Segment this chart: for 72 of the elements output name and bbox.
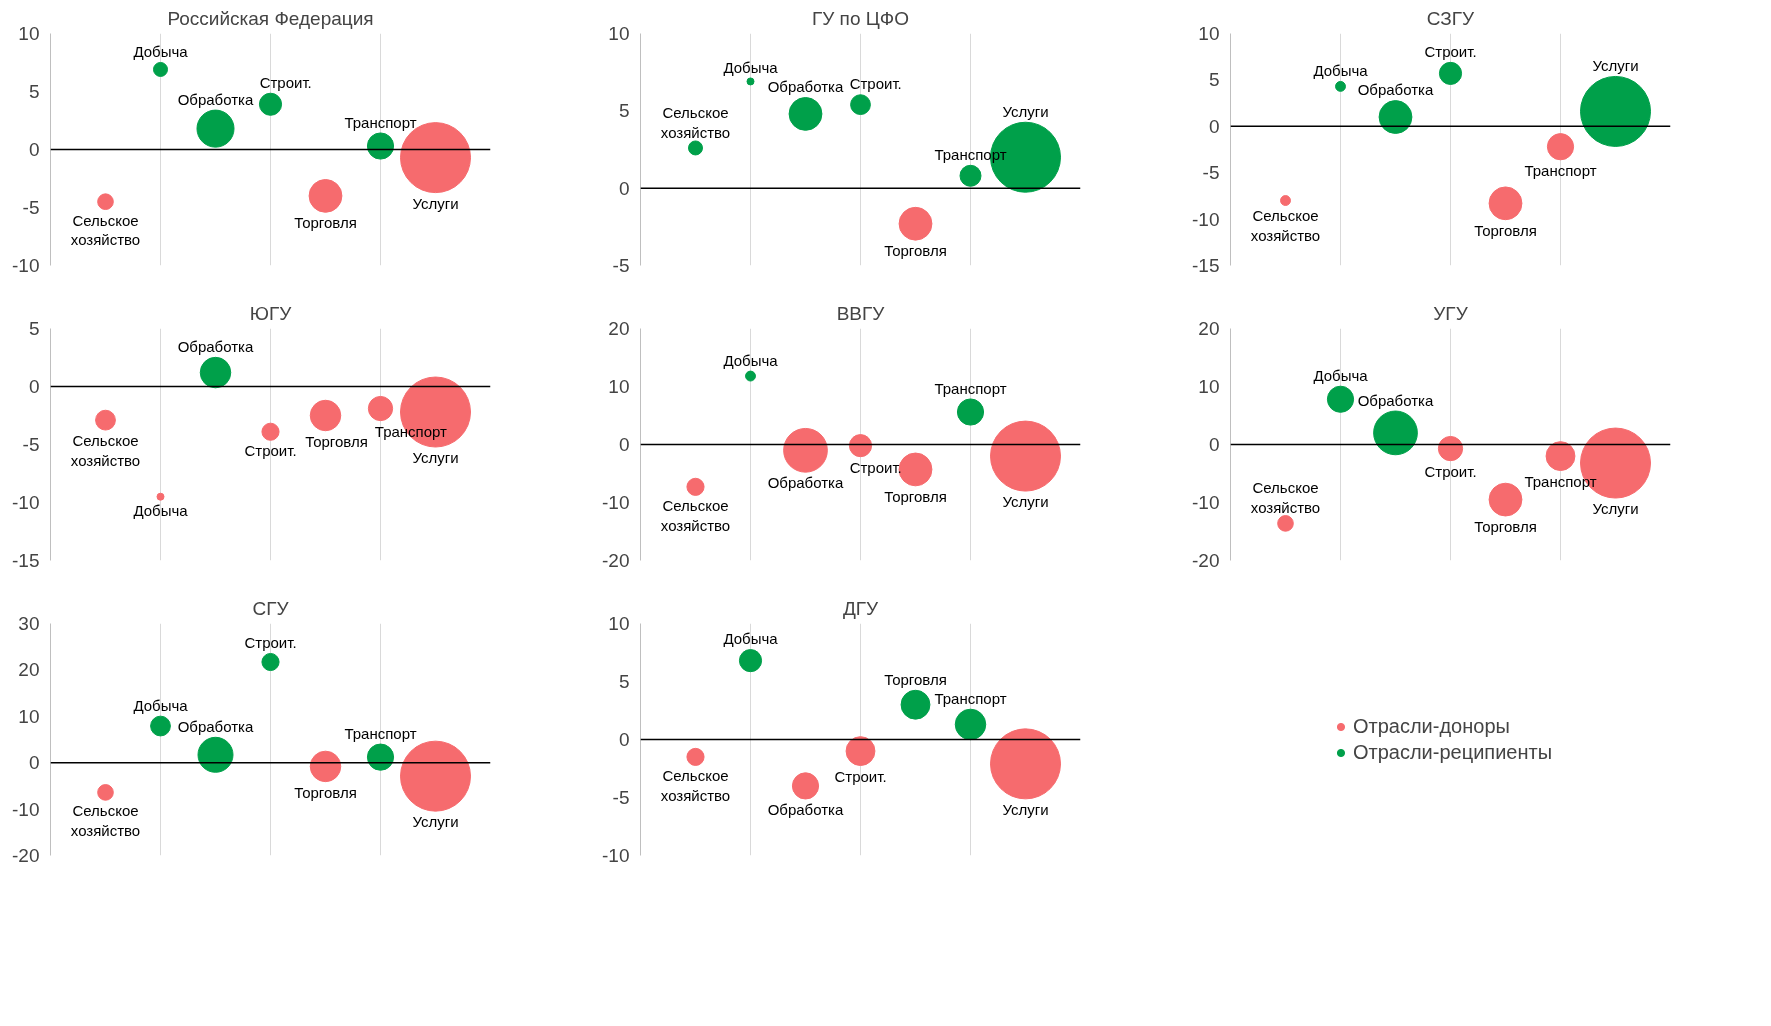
y-tick-label: 10: [608, 23, 630, 44]
x-tick-label: Сельское хозяйство: [70, 211, 141, 249]
x-tick-label: Сельское хозяйство: [1250, 207, 1321, 245]
y-tick-label: 5: [618, 671, 630, 692]
x-tick-label: Обработка: [1357, 81, 1434, 99]
y-tick-label: -5: [22, 197, 40, 218]
y-tick-label: 10: [1198, 376, 1220, 397]
y-tick-label: 5: [618, 100, 630, 122]
chart-title: Российская Федерация: [167, 7, 374, 29]
x-tick-label: Торговля: [294, 214, 357, 232]
y-tick-label: -15: [12, 550, 40, 571]
y-tick-label: 10: [18, 23, 40, 44]
y-tick-label: 20: [1198, 318, 1220, 339]
y-tick-label: -5: [1202, 162, 1220, 184]
chart-title: ВВГУ: [836, 302, 886, 324]
x-tick-label: Услуги: [1592, 500, 1639, 518]
y-tick-label: -10: [1192, 492, 1220, 513]
x-tick-label: Сельское хозяйство: [70, 432, 141, 469]
x-tick-label: Обработка: [767, 801, 844, 818]
chart-title: ГУ по ЦФО: [811, 7, 910, 29]
y-tick-label: -20: [602, 550, 630, 571]
x-tick-label: Торговля: [305, 432, 368, 450]
chart-title: УГУ: [1433, 302, 1469, 324]
y-tick-label: -5: [612, 787, 630, 808]
y-tick-label: 10: [608, 613, 630, 634]
y-tick-label: 5: [28, 81, 40, 102]
y-tick-label: -10: [12, 492, 40, 513]
chart-title: ДГУ: [842, 597, 880, 619]
y-tick-label: -10: [12, 798, 40, 820]
y-tick-label: 0: [1208, 434, 1220, 455]
y-tick-label: 0: [618, 177, 630, 199]
y-tick-label: -5: [22, 434, 40, 455]
y-tick-label: 30: [18, 613, 40, 634]
category-label: Торговля: [884, 487, 947, 505]
y-tick-label: 0: [28, 752, 40, 774]
y-tick-label: 20: [18, 659, 40, 681]
category-label: Добыча: [723, 351, 778, 369]
x-tick-label: Сельское хозяйство: [660, 767, 731, 805]
y-tick-label: 20: [608, 318, 630, 339]
y-tick-label: -5: [612, 255, 630, 276]
y-tick-label: -10: [1192, 208, 1220, 230]
y-tick-label: 0: [28, 139, 40, 160]
chart-title: СЗГУ: [1426, 7, 1476, 29]
y-tick-label: 10: [18, 705, 40, 727]
x-tick-label: Сельское хозяйство: [1250, 479, 1321, 516]
category-label: Услуги: [1002, 102, 1049, 120]
category-label: Транспорт: [934, 379, 1007, 397]
y-tick-label: -15: [1192, 255, 1220, 276]
x-tick-label: Услуги: [1002, 800, 1049, 818]
y-tick-label: -10: [602, 845, 630, 866]
chart-title: СГУ: [252, 597, 290, 619]
y-tick-label: 10: [608, 376, 630, 397]
y-tick-label: -10: [602, 492, 630, 513]
y-tick-label: 0: [618, 434, 630, 455]
legend-label: Отрасли-доноры: [1352, 714, 1510, 738]
y-tick-label: 0: [28, 376, 40, 397]
y-tick-label: 0: [1208, 115, 1220, 137]
x-tick-label: Строит.: [244, 442, 297, 460]
y-tick-label: -20: [1192, 550, 1220, 571]
y-tick-label: 5: [1208, 69, 1220, 91]
y-tick-label: 5: [28, 318, 40, 339]
legend-label: Отрасли-реципиенты: [1352, 740, 1553, 764]
x-tick-label: Торговля: [1474, 221, 1537, 239]
x-tick-label: Добыча: [133, 502, 189, 520]
x-tick-label: Сельское хозяйство: [70, 802, 141, 839]
y-tick-label: -10: [12, 255, 40, 276]
y-tick-label: 0: [618, 729, 630, 750]
category-label: Торговля: [884, 242, 947, 260]
y-tick-label: 10: [1198, 23, 1220, 44]
chart-title: ЮГУ: [249, 302, 293, 324]
x-tick-label: Услуги: [412, 449, 459, 467]
y-tick-label: -20: [12, 845, 40, 866]
